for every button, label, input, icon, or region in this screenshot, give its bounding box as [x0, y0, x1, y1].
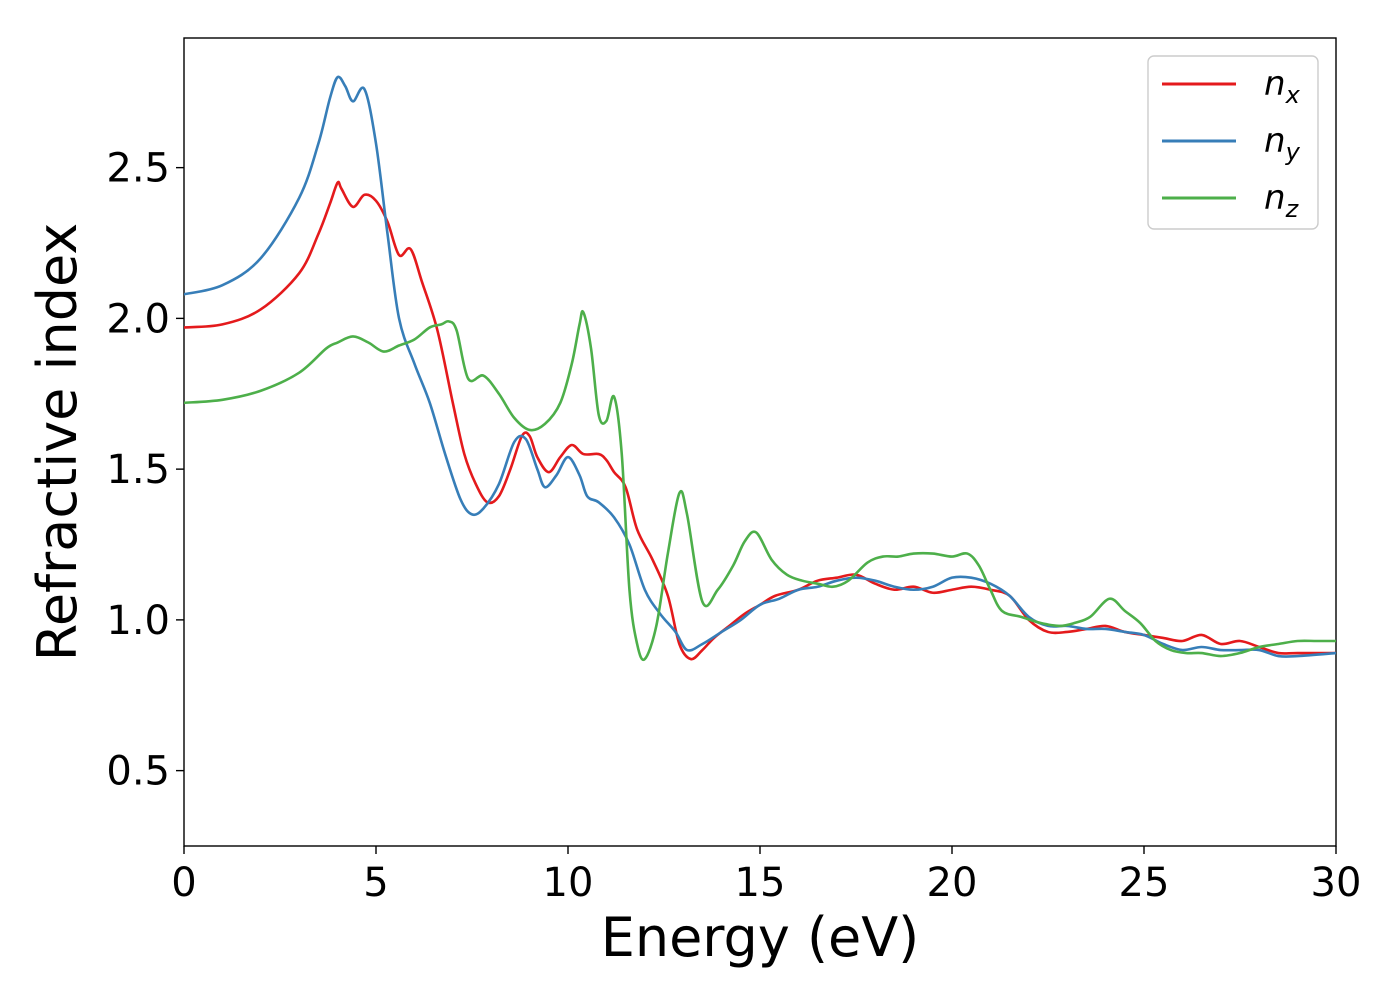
- plot-area: [183, 37, 1337, 847]
- series-line-ny: [184, 75, 1336, 658]
- x-axis-ticks: 0 5 10 15 20 25 30: [171, 846, 1361, 906]
- y-tick-label: 1.5: [106, 447, 170, 493]
- legend-label-nx: nx: [1264, 64, 1301, 109]
- y-tick-label: 0.5: [106, 749, 170, 795]
- legend-label-ny: ny: [1264, 121, 1301, 166]
- x-axis-label: Energy (eV): [601, 906, 920, 969]
- x-tick-label: 10: [543, 860, 594, 906]
- y-axis-ticks: 0.5 1.0 1.5 2.0 2.5: [106, 146, 184, 795]
- x-tick-label: 0: [171, 860, 196, 906]
- legend-label-nz: nz: [1264, 178, 1300, 223]
- x-tick-label: 25: [1119, 860, 1170, 906]
- series-layer: [184, 75, 1336, 662]
- y-tick-label: 1.0: [106, 598, 170, 644]
- y-tick-label: 2.5: [106, 146, 170, 192]
- x-tick-label: 15: [735, 860, 786, 906]
- x-tick-label: 30: [1311, 860, 1362, 906]
- x-tick-label: 20: [927, 860, 978, 906]
- y-axis-label: Refractive index: [26, 223, 89, 662]
- x-tick-label: 5: [363, 860, 388, 906]
- legend: nx ny nz: [1147, 55, 1319, 230]
- series-line-nz: [184, 310, 1336, 662]
- y-tick-label: 2.0: [106, 296, 170, 342]
